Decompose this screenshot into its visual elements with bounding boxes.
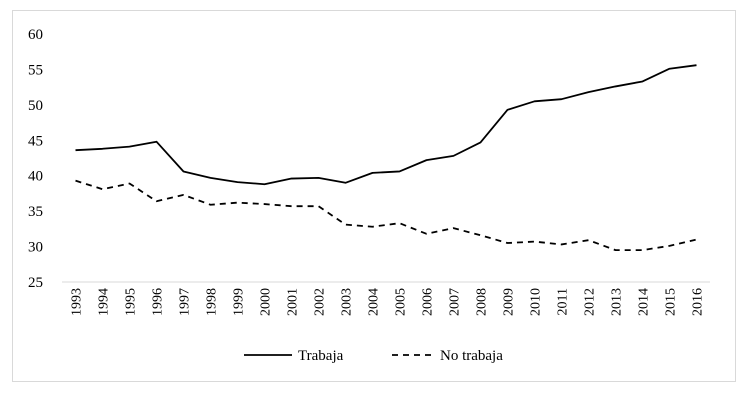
legend-label: Trabaja <box>298 348 344 364</box>
x-tick-label: 1993 <box>70 288 85 316</box>
x-tick-label: 2016 <box>691 288 706 316</box>
y-tick-label: 60 <box>28 27 43 43</box>
x-tick-label: 2002 <box>313 288 328 316</box>
chart-frame <box>12 10 736 382</box>
x-tick-label: 2001 <box>286 288 301 316</box>
y-tick-label: 45 <box>28 133 43 149</box>
x-axis-tick-labels: 1993 1994 1995 1996 1997 1998 1999 2000 2001 2002… <box>70 288 706 316</box>
legend: Trabaja No trabaja <box>244 348 503 364</box>
x-tick-label: 2003 <box>340 288 355 316</box>
x-tick-label: 1994 <box>97 288 112 316</box>
x-tick-label: 2009 <box>502 288 517 316</box>
series-line-trabaja <box>75 64 697 186</box>
x-tick-label: 1999 <box>232 288 247 316</box>
y-tick-label: 30 <box>28 240 43 256</box>
x-tick-label: 2004 <box>367 288 382 316</box>
x-tick-label: 2006 <box>421 288 436 316</box>
x-tick-label: 2010 <box>529 288 544 316</box>
x-tick-label: 2015 <box>664 288 679 316</box>
series-lines <box>75 64 697 252</box>
x-tick-label: 2005 <box>394 288 409 316</box>
x-tick-label: 2014 <box>637 288 652 316</box>
legend-label: No trabaja <box>440 348 503 364</box>
y-tick-label: 25 <box>28 275 43 291</box>
x-tick-label: 1995 <box>124 288 139 316</box>
y-tick-label: 40 <box>28 169 43 185</box>
x-tick-label: 2012 <box>583 288 598 316</box>
x-tick-label: 1998 <box>205 288 220 316</box>
y-tick-label: 35 <box>28 204 43 220</box>
x-tick-label: 2000 <box>259 288 274 316</box>
series-line-no-trabaja <box>75 179 697 252</box>
y-tick-label: 55 <box>28 62 43 78</box>
x-tick-label: 1996 <box>151 288 166 316</box>
x-tick-label: 2013 <box>610 288 625 316</box>
y-axis-tick-labels: 25 30 35 40 45 50 55 60 <box>28 27 43 291</box>
x-tick-label: 2011 <box>556 288 571 315</box>
y-tick-label: 50 <box>28 98 43 114</box>
x-tick-label: 1997 <box>178 288 193 316</box>
x-tick-label: 2007 <box>448 288 463 316</box>
x-tick-label: 2008 <box>475 288 490 316</box>
